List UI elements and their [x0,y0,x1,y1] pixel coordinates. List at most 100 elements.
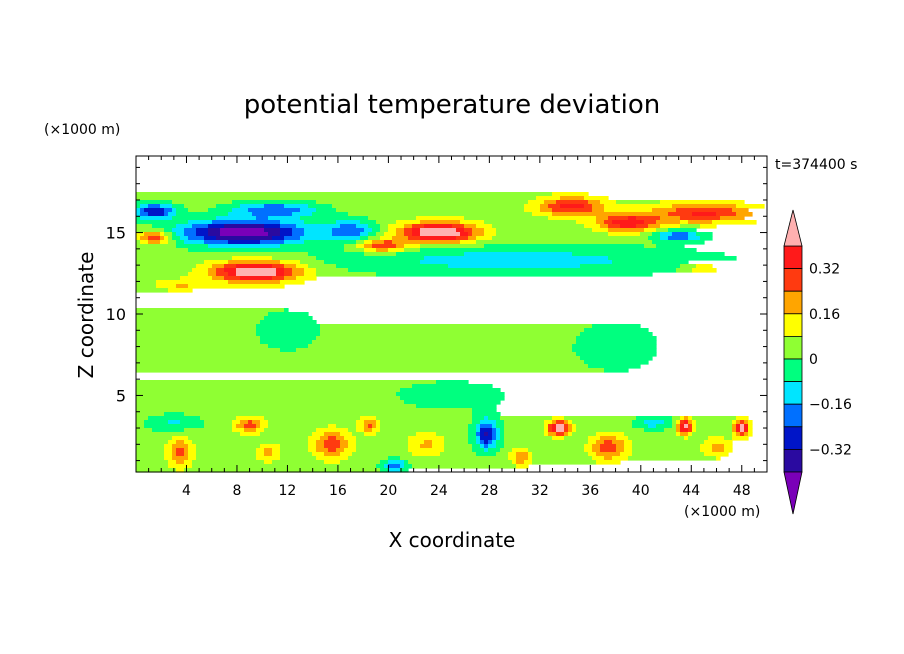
contour-cell [376,220,397,225]
contour-cell [468,424,477,429]
contour-cell [568,432,573,437]
contour-cell [660,216,681,221]
contour-cell [172,232,177,237]
contour-cell [304,240,357,245]
x-tick-label: 36 [581,483,599,499]
contour-cell [404,400,501,405]
contour-cell [580,356,653,361]
contour-cell [528,456,533,461]
contour-cell [256,452,265,457]
contour-cell [316,272,377,277]
contour-cell [748,432,753,437]
contour-cell [588,436,601,441]
contour-cell [252,420,261,425]
contour-cell [476,236,493,241]
contour-cell [336,220,361,225]
contour-cell [232,428,245,433]
contour-cell [336,424,357,429]
contour-cell [544,424,549,429]
contour-cell [184,468,381,473]
contour-cell [484,232,497,237]
colorbar: 0.32 0.16 0 −0.16 −0.32 [783,209,852,515]
contour-cell [268,344,309,349]
colorbar-bin [783,290,803,315]
contour-cell [700,236,713,241]
contour-cell [548,428,553,433]
contour-cell [136,356,581,361]
contour-cell [628,456,717,461]
contour-cell [712,220,757,225]
contour-cell [136,200,173,205]
contour-cell [224,224,265,229]
contour-cell [496,428,501,433]
contour-cell [376,416,473,421]
contour-cell [312,212,349,217]
contour-cell [260,320,317,325]
contour-cell [308,252,365,257]
colorbar-bin [783,381,803,405]
contour-cell [136,340,261,345]
contour-cell [308,444,317,449]
contour-cell [576,336,657,341]
contour-cell [236,416,265,421]
contour-cell [344,248,365,253]
contour-cell [260,444,281,449]
contour-cell [320,332,581,337]
contour-cell [136,408,473,413]
contour-cell [504,432,545,437]
contour-cell [636,224,649,229]
contour-cell [136,220,189,225]
contour-cell [500,428,505,433]
contour-cell [468,436,477,441]
contour-cell [136,208,141,213]
contour-cell [236,424,245,429]
contour-cell [196,452,257,457]
contour-cell [196,456,257,461]
contour-cell [392,240,461,245]
contour-cell [700,224,717,229]
contour-cell [172,448,177,453]
contour-cell [176,440,185,445]
contour-cell [376,272,653,277]
contour-cell [468,432,477,437]
contour-cell [292,232,305,237]
contour-cell [748,420,753,425]
contour-cell [280,280,305,285]
contour-cell [584,204,593,209]
contour-cell [404,464,413,469]
contour-cell [592,204,605,209]
contour-cell [644,220,657,225]
contour-cell [468,232,473,237]
contour-cell [136,280,157,285]
contour-cell [656,220,681,225]
contour-cell [364,424,369,429]
contour-cell [228,272,237,277]
contour-cell [448,264,581,269]
contour-cell [176,452,185,457]
contour-cell [388,248,405,253]
contour-cell [208,232,221,237]
contour-cell [568,428,573,433]
contour-cell [164,208,173,213]
contour-cell [144,232,161,237]
contour-cell [604,220,613,225]
contour-cell [136,468,177,473]
contour-cell [540,204,549,209]
contour-cell [344,436,357,441]
y-unit-label: (×1000 m) [44,122,120,138]
contour-cell [504,424,545,429]
contour-cell [256,332,321,337]
contour-cell [264,204,285,209]
contour-cell [544,420,553,425]
contour-cell [172,236,181,241]
contour-cell [592,324,641,329]
contour-cell [184,448,189,453]
contour-cell [476,428,481,433]
contour-cell [256,424,261,429]
contour-cell [164,444,173,449]
contour-cell [168,464,193,469]
contour-cell [136,224,153,229]
contour-cell [268,424,329,429]
contour-cell [484,228,497,233]
contour-cell [184,452,189,457]
